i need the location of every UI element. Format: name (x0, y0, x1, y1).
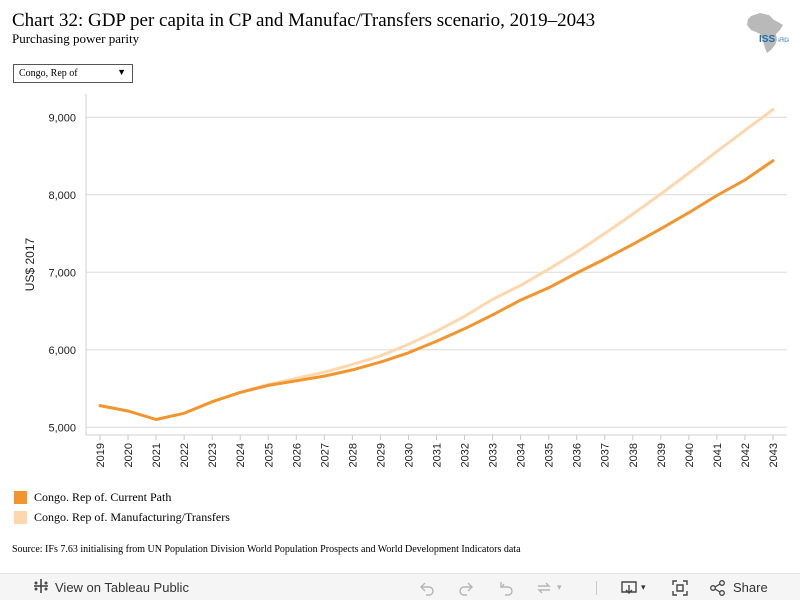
x-tick-label: 2035 (544, 443, 556, 467)
tableau-toolbar: View on Tableau Public ▾ ▾ Share (0, 573, 800, 600)
x-tick-label: 2027 (319, 443, 331, 467)
x-tick-label: 2030 (403, 443, 415, 467)
y-tick-label: 7,000 (48, 267, 76, 279)
refresh-button[interactable]: ▾ (535, 574, 562, 600)
toolbar-divider (596, 581, 597, 595)
x-tick-label: 2019 (95, 443, 107, 467)
x-tick-label: 2041 (712, 443, 724, 467)
legend-item-current-path[interactable]: Congo. Rep of. Current Path (14, 490, 230, 508)
legend-item-manufacturing-transfers[interactable]: Congo. Rep of. Manufacturing/Transfers (14, 510, 230, 528)
iss-africa-logo: ISS AFRICA (744, 12, 790, 56)
view-on-tableau-label: View on Tableau Public (55, 580, 189, 595)
x-tick-label: 2026 (291, 443, 303, 467)
revert-button[interactable] (497, 574, 515, 600)
logo-text-suffix: AFRICA (778, 38, 789, 44)
refresh-caret-icon: ▾ (557, 582, 562, 592)
x-tick-label: 2020 (123, 443, 135, 467)
tableau-logo-icon (32, 577, 50, 598)
redo-icon (459, 582, 473, 596)
x-tick-label: 2023 (207, 443, 219, 467)
dropdown-caret-icon: ▼ (117, 67, 126, 77)
y-axis-title: US$ 2017 (23, 237, 37, 291)
x-tick-label: 2029 (375, 443, 387, 467)
x-tick-label: 2025 (263, 443, 275, 467)
country-filter-dropdown[interactable]: Congo, Rep of ▼ (13, 64, 133, 83)
country-filter-value: Congo, Rep of (19, 68, 78, 79)
fullscreen-icon (672, 579, 688, 596)
x-tick-label: 2033 (488, 443, 500, 467)
line-chart: 5,000 6,000 7,000 8,000 9,000 2019 2020 2021 202… (23, 94, 787, 467)
fullscreen-button[interactable] (671, 574, 689, 600)
x-tick-label: 2021 (151, 443, 163, 467)
y-tick-label: 9,000 (48, 112, 76, 124)
x-tick-label: 2032 (460, 443, 472, 467)
download-caret-icon: ▾ (641, 582, 646, 592)
x-tick-label: 2042 (740, 443, 752, 467)
undo-button[interactable] (418, 574, 436, 600)
legend-swatch-current-path (14, 491, 27, 504)
legend-label-manufacturing-transfers: Congo. Rep of. Manufacturing/Transfers (34, 510, 230, 524)
africa-map-icon: ISS AFRICA (747, 13, 789, 53)
share-button[interactable]: Share (709, 574, 768, 600)
x-tick-label: 2040 (684, 443, 696, 467)
legend-label-current-path: Congo. Rep of. Current Path (34, 490, 172, 504)
redo-button[interactable] (457, 574, 475, 600)
download-button[interactable]: ▾ (620, 574, 646, 600)
x-tick-label: 2022 (179, 443, 191, 467)
x-tick-label: 2024 (235, 443, 247, 467)
undo-icon (420, 582, 434, 596)
view-on-tableau-link[interactable]: View on Tableau Public (32, 574, 189, 600)
series-line-current-path (98, 159, 775, 421)
chart-title: Chart 32: GDP per capita in CP and Manuf… (12, 10, 596, 31)
y-tick-label: 5,000 (48, 422, 76, 434)
chart-subtitle: Purchasing power parity (12, 31, 140, 46)
x-tick-label: 2036 (572, 443, 584, 467)
logo-text-main: ISS (759, 34, 775, 45)
series-line-manufacturing-transfers (98, 108, 775, 421)
share-icon (710, 579, 725, 596)
legend-swatch-manufacturing-transfers (14, 511, 27, 524)
y-tick-label: 6,000 (48, 345, 76, 357)
x-tick-label: 2043 (768, 443, 780, 467)
x-tick-label: 2031 (432, 443, 444, 467)
x-tick-label: 2034 (516, 443, 528, 467)
x-tick-label: 2039 (656, 443, 668, 467)
source-note: Source: IFs 7.63 initialising from UN Po… (12, 544, 521, 555)
x-tick-label: 2028 (347, 443, 359, 467)
share-label: Share (733, 580, 768, 595)
y-tick-label: 8,000 (48, 190, 76, 202)
refresh-icon (537, 582, 551, 593)
download-icon (621, 580, 637, 594)
x-tick-label: 2038 (628, 443, 640, 467)
revert-icon (500, 581, 513, 596)
legend: Congo. Rep of. Current Path Congo. Rep o… (14, 490, 230, 530)
x-tick-label: 2037 (600, 443, 612, 467)
